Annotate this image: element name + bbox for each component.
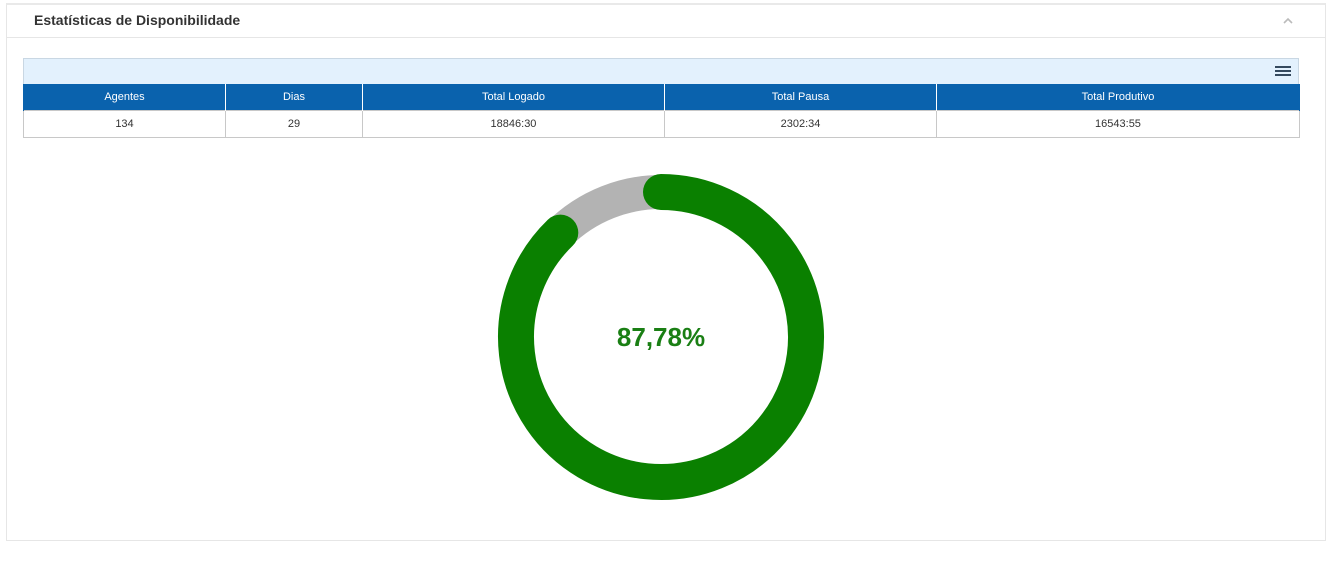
cell-total-produtivo: 16543:55: [936, 110, 1300, 138]
stats-table: Agentes Dias Total Logado Total Pausa To…: [23, 84, 1300, 138]
availability-gauge: [498, 174, 824, 500]
cell-total-pausa: 2302:34: [664, 110, 937, 138]
gauge-value-label: 87,78%: [616, 322, 706, 352]
table-row: 134 29 18846:30 2302:34 16543:55: [23, 110, 1300, 138]
cell-total-logado: 18846:30: [362, 110, 665, 138]
table-header-row: Agentes Dias Total Logado Total Pausa To…: [23, 84, 1300, 111]
column-header-total-pausa[interactable]: Total Pausa: [664, 84, 937, 111]
cell-dias: 29: [225, 110, 363, 138]
column-header-dias[interactable]: Dias: [225, 84, 363, 111]
column-header-agentes[interactable]: Agentes: [23, 84, 226, 111]
column-header-total-logado[interactable]: Total Logado: [362, 84, 665, 111]
gauge-value-arc: [498, 174, 824, 500]
panel-header: Estatísticas de Disponibilidade: [7, 5, 1325, 38]
chevron-up-icon[interactable]: [1281, 16, 1295, 26]
cell-agentes: 134: [23, 110, 226, 138]
panel-title: Estatísticas de Disponibilidade: [34, 12, 241, 28]
hamburger-menu-icon[interactable]: [1275, 66, 1291, 78]
column-header-total-produtivo[interactable]: Total Produtivo: [936, 84, 1300, 111]
grid-toolbar: [23, 58, 1299, 84]
